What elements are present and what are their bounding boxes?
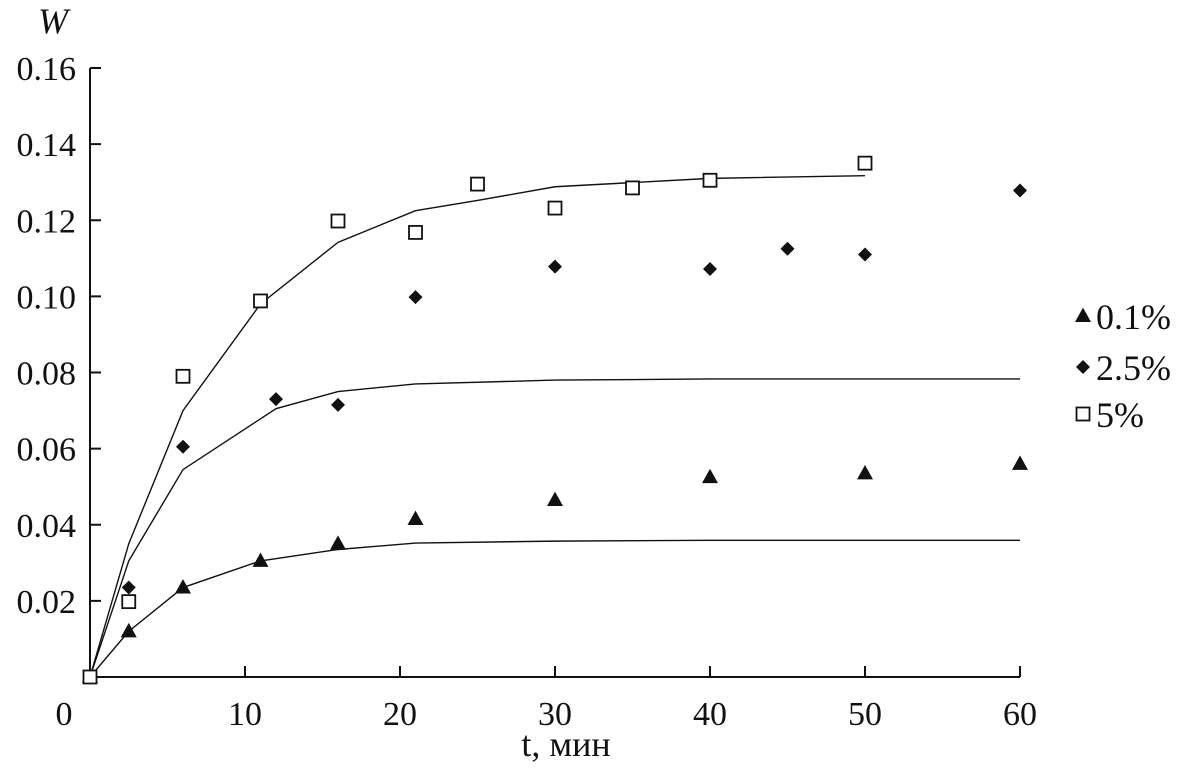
- data-point: [702, 468, 718, 484]
- y-tick-label: 0.10: [17, 279, 77, 316]
- series-markers: [83, 183, 1027, 684]
- y-tick-label: 0.08: [17, 356, 77, 393]
- y-tick-label: 0.06: [17, 432, 77, 469]
- data-point: [625, 180, 640, 196]
- data-point: [175, 368, 191, 384]
- data-point: [858, 247, 872, 262]
- data-point: [857, 155, 873, 171]
- x-tick-label: 60: [1003, 696, 1037, 733]
- data-point: [121, 594, 137, 610]
- data-point: [408, 225, 423, 240]
- data-point: [330, 535, 346, 550]
- legend-label: 0.1%: [1096, 297, 1171, 337]
- axes: [89, 68, 1020, 678]
- y-tick-label: 0.04: [17, 508, 77, 545]
- data-point: [547, 491, 563, 507]
- legend-marker: [1076, 360, 1090, 374]
- legend: 0.1% 2.5% 5%: [1075, 297, 1171, 435]
- y-tick-label: 0.02: [17, 584, 77, 621]
- data-point: [330, 213, 346, 229]
- data-point: [82, 669, 98, 685]
- x-tick-label: 30: [538, 696, 572, 733]
- data-point: [1012, 455, 1028, 470]
- data-point: [547, 200, 563, 216]
- fit-line: [89, 378, 1020, 678]
- series-markers: [82, 455, 1028, 683]
- data-point: [120, 622, 137, 638]
- data-point: [269, 392, 283, 407]
- data-point: [121, 580, 136, 595]
- data-point: [857, 464, 873, 480]
- data-point: [703, 261, 717, 276]
- x-ticks: 0 10 20 30 40 50 60: [56, 666, 1037, 733]
- fit-line: [89, 539, 1020, 678]
- fit-line: [89, 175, 866, 678]
- y-tick-label: 0.12: [17, 203, 77, 240]
- x-axis-title: t, мин: [521, 724, 610, 764]
- x-tick-label: 50: [848, 696, 882, 733]
- x-tick-label: 40: [693, 696, 727, 733]
- data-point: [548, 259, 562, 274]
- data-point: [702, 172, 718, 188]
- legend-label: 2.5%: [1096, 348, 1171, 388]
- data-point: [1013, 183, 1027, 198]
- markers: [82, 155, 1028, 685]
- fit-lines: [89, 175, 1020, 678]
- legend-marker: [1075, 406, 1091, 422]
- data-point: [407, 510, 424, 526]
- data-point: [470, 176, 485, 192]
- x-tick-label: 10: [228, 696, 262, 733]
- data-point: [331, 397, 345, 412]
- data-point: [408, 290, 423, 305]
- y-tick-label: 0.16: [17, 51, 77, 88]
- legend-label: 5%: [1096, 395, 1144, 435]
- x-tick-label: 20: [383, 696, 417, 733]
- data-point: [252, 552, 269, 567]
- y-ticks: 0.02 0.04 0.06 0.08 0.10 0.12 0.14 0.16: [17, 51, 101, 621]
- data-point: [176, 439, 190, 454]
- legend-marker: [1075, 307, 1091, 322]
- x-tick-label: 0: [56, 696, 73, 733]
- data-point: [780, 241, 795, 256]
- data-point: [175, 579, 191, 594]
- data-point: [253, 293, 268, 309]
- y-tick-label: 0.14: [17, 127, 77, 164]
- y-axis-title: W: [38, 1, 71, 41]
- series-markers: [82, 155, 873, 685]
